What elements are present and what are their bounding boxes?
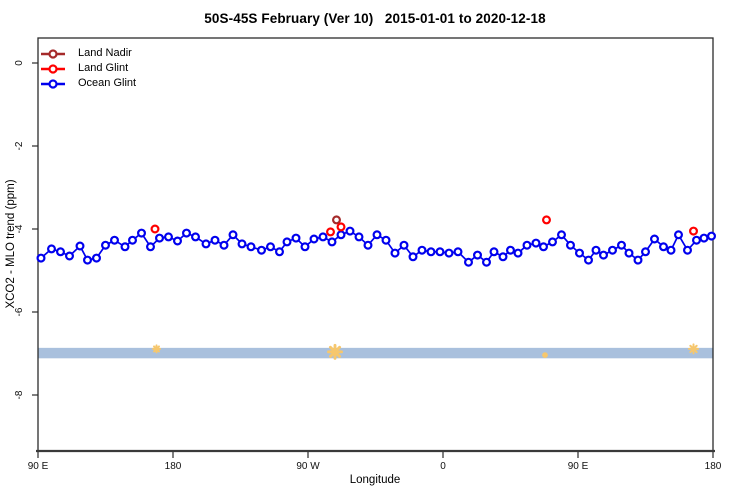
svg-text:-6: -6 — [14, 307, 25, 316]
legend-item-land-glint: Land Glint — [40, 61, 136, 76]
ocean-glint-marker-icon — [41, 78, 65, 89]
svg-text:90 E: 90 E — [568, 461, 589, 472]
svg-text:-8: -8 — [14, 390, 25, 399]
legend-label-ocean-glint: Ocean Glint — [78, 77, 137, 89]
band-asterisk-marks — [152, 343, 699, 360]
svg-text:90 W: 90 W — [296, 461, 320, 472]
land-glint-series — [150, 215, 698, 237]
x-axis-ticks: 90 E 180 90 W 0 90 E 180 — [28, 452, 722, 472]
svg-text:180: 180 — [165, 461, 182, 472]
ocean-glint-series — [36, 226, 716, 267]
x-axis-title: Longitude — [349, 474, 401, 486]
legend-label-land-nadir: Land Nadir — [78, 47, 132, 59]
land-glint-marker-icon — [41, 63, 65, 74]
svg-text:90 E: 90 E — [28, 461, 49, 472]
y-axis-ticks: 0 -2 -4 -6 -8 — [14, 60, 38, 399]
legend-item-ocean-glint: Ocean Glint — [40, 76, 136, 91]
land-nadir-series — [332, 215, 342, 225]
svg-text:180: 180 — [705, 461, 722, 472]
plot-box — [37, 37, 714, 452]
legend-item-land-nadir: Land Nadir — [40, 46, 136, 61]
svg-text:-2: -2 — [14, 141, 25, 150]
reference-band — [38, 347, 713, 359]
legend: Land Nadir Land Glint Ocean Glint — [40, 46, 136, 91]
legend-label-land-glint: Land Glint — [78, 62, 129, 74]
svg-text:0: 0 — [440, 461, 446, 472]
chart-title: 50S-45S February (Ver 10) 2015-01-01 to … — [204, 11, 546, 26]
land-nadir-marker-icon — [41, 48, 65, 59]
svg-text:-4: -4 — [14, 224, 25, 233]
svg-text:0: 0 — [14, 60, 25, 66]
